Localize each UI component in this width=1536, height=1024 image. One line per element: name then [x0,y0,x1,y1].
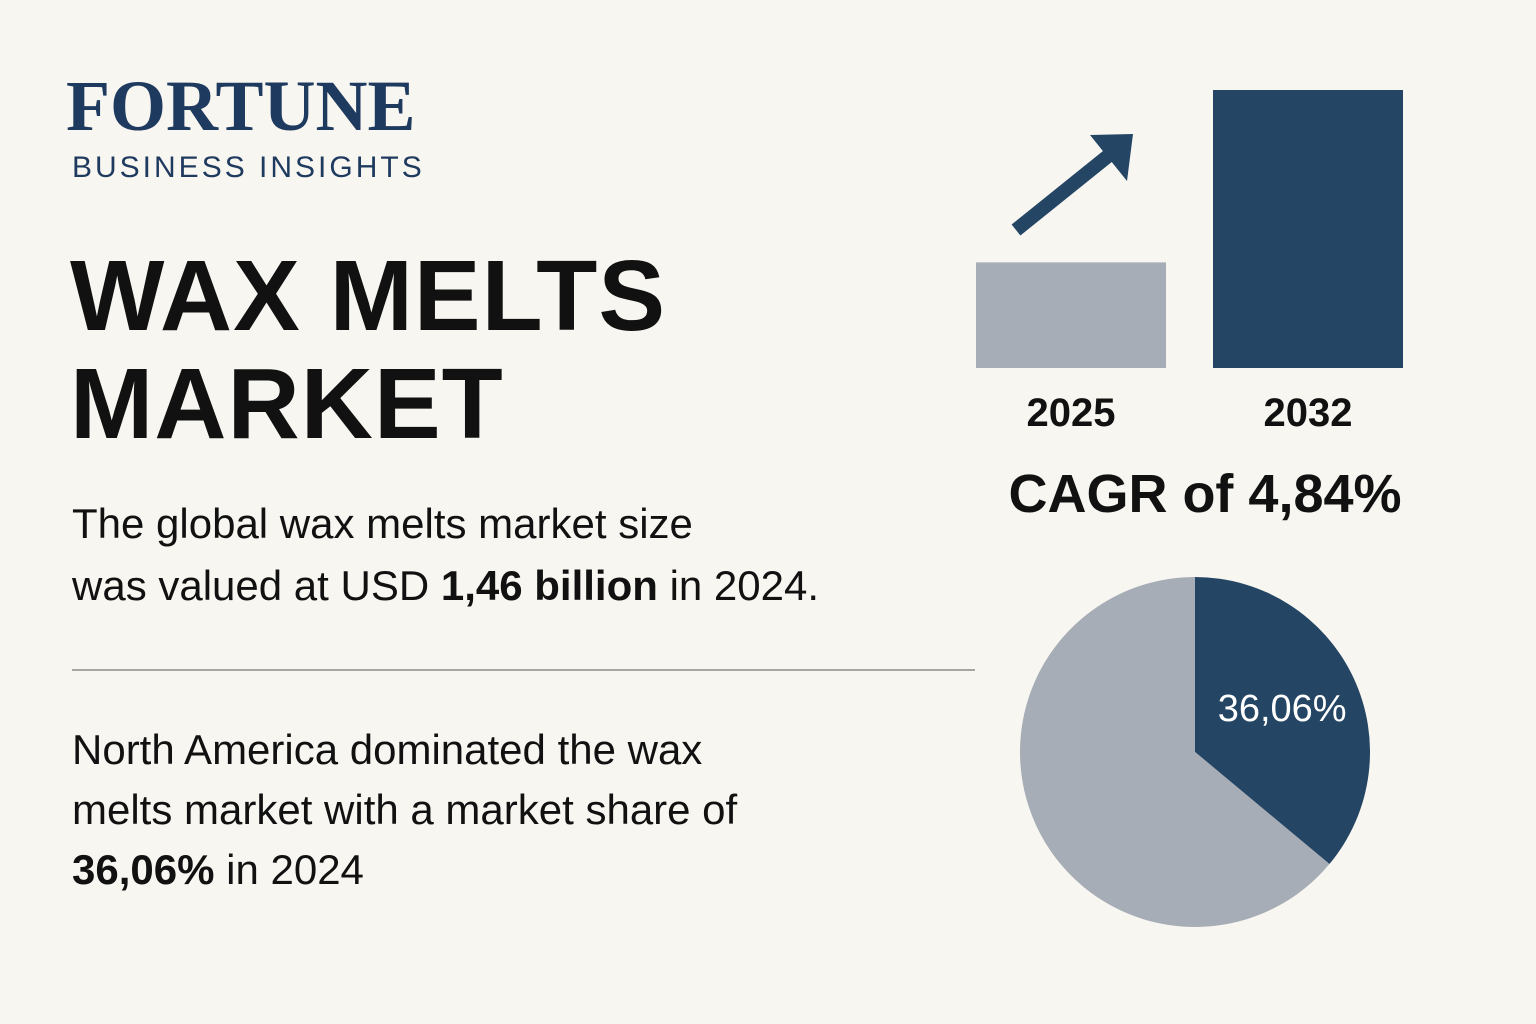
data-label: 36,06% [1218,688,1347,730]
bar [976,262,1166,368]
text-run: The global wax melts market size [72,500,693,547]
paragraph-line: melts market with a market share of [72,786,738,833]
paragraph-line: 36,06% in 2024 [72,846,364,893]
logo-name: FORTUNE [66,66,416,146]
title-line: WAX MELTS [70,240,666,352]
text-run: melts market with a market share of [72,786,738,833]
arrow [1011,134,1133,236]
text-run: was valued at USD [71,562,441,609]
arrow-head [1090,134,1133,181]
text-run: in 2024 [214,846,363,893]
paragraph-line: was valued at USD 1,46 billion in 2024. [71,562,819,609]
x-tick-label: 2025 [1027,391,1116,435]
pie-slice [1019,577,1330,927]
arrow-shaft [1011,150,1113,236]
bold-text: 1,46 billion [441,562,658,609]
logo-subtitle: BUSINESS INSIGHTS [72,151,425,184]
text-run: in 2024. [658,562,819,609]
paragraph-line: North America dominated the wax [72,726,702,773]
x-tick-label: 2032 [1264,391,1353,435]
bar [1213,90,1403,368]
title-line: MARKET [70,348,504,460]
text-run: North America dominated the wax [72,726,702,773]
bold-text: 36,06% [72,846,214,893]
pie-slice [1195,577,1370,865]
chart-caption: CAGR of 4,84% [1008,464,1401,524]
paragraph-line: The global wax melts market size [72,500,693,547]
